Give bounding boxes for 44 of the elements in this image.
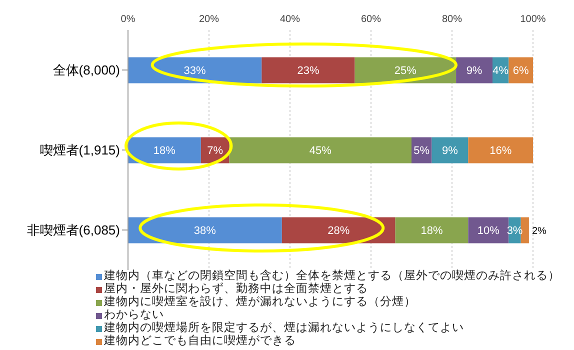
data-label: 6% xyxy=(512,65,530,78)
data-label: 5% xyxy=(414,145,430,158)
x-tick-label: 60% xyxy=(360,14,382,25)
data-label: 7% xyxy=(207,145,224,158)
bar xyxy=(432,137,468,164)
y-tick-label: 喫煙者(1,915) xyxy=(40,142,120,158)
data-label: 38% xyxy=(194,225,216,238)
bar xyxy=(262,57,355,84)
data-label: 16% xyxy=(490,145,512,158)
data-label: 18% xyxy=(420,225,443,238)
legend-label: 建物内に喫煙室を設け、煙が漏れないようにする（分煙） xyxy=(104,296,416,309)
bar xyxy=(282,217,396,244)
x-tick-label: 40% xyxy=(280,14,300,25)
data-label: 4% xyxy=(492,65,509,78)
data-label: 9% xyxy=(442,145,458,158)
y-tick-label: 非喫煙者(6,085) xyxy=(26,222,120,238)
data-label: 28% xyxy=(328,225,350,238)
bar xyxy=(508,57,533,84)
bar xyxy=(128,137,201,164)
legend-label: 建物内の喫煙場所を限定するが、煙は漏れないようにしなくてよい xyxy=(104,322,464,334)
legend-label: わからない xyxy=(104,309,164,322)
data-label: 10% xyxy=(477,225,500,238)
bar xyxy=(128,217,282,244)
data-label: 23% xyxy=(297,65,320,78)
data-label: 2% xyxy=(532,226,547,238)
x-tick-label: 80% xyxy=(442,14,462,25)
x-tick-label: 100% xyxy=(520,14,546,25)
data-label: 33% xyxy=(184,65,206,78)
bar xyxy=(395,217,468,244)
legend-label: 建物内（車などの閉鎖空間も含む）全体を禁煙とする（屋外での喫煙のみ許される） xyxy=(104,270,560,282)
data-label: 9% xyxy=(466,65,482,78)
bar xyxy=(229,137,412,164)
bar xyxy=(456,57,492,84)
data-label: 25% xyxy=(394,65,417,78)
bar xyxy=(468,217,509,244)
legend-label: 建物内どこでも自由に喫煙ができる xyxy=(104,335,296,348)
bar xyxy=(520,217,529,244)
x-tick-label: 0% xyxy=(120,14,136,25)
y-tick-label: 全体(8,000) xyxy=(52,62,120,78)
data-label: 18% xyxy=(153,145,176,158)
legend-label: 屋内・屋外に関わらず、勤務中は全面禁煙とする xyxy=(104,283,368,295)
x-tick-label: 20% xyxy=(198,14,220,25)
data-label: 45% xyxy=(309,145,332,158)
bar xyxy=(468,137,533,164)
